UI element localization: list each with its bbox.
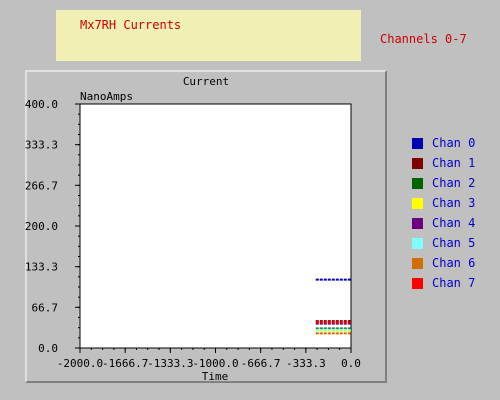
x-tick-label: -1666.7: [102, 357, 148, 370]
legend-item: Chan 6: [412, 253, 492, 273]
y-tick-label: 266.7: [25, 179, 58, 192]
chart-legend: Chan 0 Chan 1 Chan 2 Chan 3 Chan 4 Chan 5 Chan…: [412, 133, 492, 293]
y-tick-label: 200.0: [25, 220, 58, 233]
x-tick-label: -2000.0: [57, 357, 103, 370]
legend-item: Chan 5: [412, 233, 492, 253]
legend-label: Chan 1: [432, 156, 476, 170]
legend-swatch: [412, 277, 423, 289]
legend-swatch: [412, 157, 423, 169]
legend-item: Chan 4: [412, 213, 492, 233]
legend-swatch: [412, 237, 423, 249]
title-panel: [56, 10, 361, 61]
legend-swatch: [412, 197, 423, 209]
legend-swatch: [412, 177, 423, 189]
legend-swatch: [412, 137, 423, 149]
x-tick-label: 0.0: [341, 357, 361, 370]
y-tick-label: 66.7: [32, 301, 59, 314]
channels-label: Channels 0-7: [380, 32, 467, 46]
x-axis-label: Time: [202, 370, 229, 383]
legend-label: Chan 6: [432, 256, 476, 270]
legend-label: Chan 5: [432, 236, 476, 250]
x-tick-label: -1333.3: [147, 357, 193, 370]
y-tick-label: 333.3: [25, 139, 58, 152]
y-axis-label: NanoAmps: [80, 90, 133, 103]
legend-label: Chan 4: [432, 216, 476, 230]
legend-item: Chan 3: [412, 193, 492, 213]
chart-title: Current: [183, 75, 229, 88]
legend-item: Chan 0: [412, 133, 492, 153]
plot-area: [79, 103, 352, 349]
x-tick-label: -333.3: [286, 357, 326, 370]
legend-item: Chan 7: [412, 273, 492, 293]
x-tick-label: -1000.0: [192, 357, 238, 370]
x-tick-label: -666.7: [241, 357, 281, 370]
y-tick-label: 0.0: [38, 342, 58, 355]
legend-label: Chan 3: [432, 196, 476, 210]
legend-label: Chan 2: [432, 176, 476, 190]
plot-frame: [25, 70, 387, 383]
y-tick-label: 400.0: [25, 98, 58, 111]
legend-label: Chan 0: [432, 136, 476, 150]
legend-item: Chan 2: [412, 173, 492, 193]
legend-item: Chan 1: [412, 153, 492, 173]
legend-label: Chan 7: [432, 276, 476, 290]
y-tick-label: 133.3: [25, 261, 58, 274]
window-title: Mx7RH Currents: [80, 18, 182, 32]
legend-swatch: [412, 217, 423, 229]
legend-swatch: [412, 257, 423, 269]
